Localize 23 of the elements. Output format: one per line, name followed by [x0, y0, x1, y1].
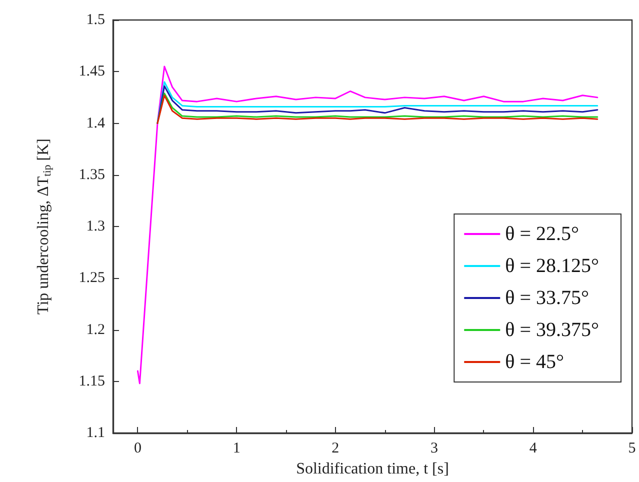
x-tick-label: 2	[332, 440, 340, 456]
x-tick-label: 3	[430, 440, 438, 456]
x-tick-label: 1	[232, 440, 240, 456]
y-tick-label: 1.2	[86, 322, 105, 338]
legend-label: θ = 28.125°	[505, 255, 599, 277]
x-axis-title: Solidification time, t [s]	[296, 460, 449, 478]
legend-label: θ = 45°	[505, 351, 564, 373]
y-tick-label: 1.3	[86, 218, 105, 234]
y-tick-label: 1.25	[78, 270, 105, 286]
x-tick-label: 0	[134, 440, 142, 456]
legend-label: θ = 22.5°	[505, 223, 579, 245]
legend-label: θ = 39.375°	[505, 319, 599, 341]
y-tick-label: 1.5	[86, 12, 105, 28]
y-tick-label: 1.1	[86, 425, 105, 441]
y-tick-label: 1.35	[78, 166, 105, 183]
legend-label: θ = 33.75°	[505, 287, 589, 309]
line-series	[136, 66, 598, 384]
y-axis-title: Tip undercooling, ΔTtip [K]	[35, 138, 54, 314]
x-tick-label: 4	[529, 440, 538, 456]
y-tick-label: 1.4	[86, 115, 106, 132]
x-tick-label: 5	[628, 440, 636, 456]
y-tick-label: 1.45	[78, 64, 105, 80]
y-tick-label: 1.15	[78, 373, 105, 390]
